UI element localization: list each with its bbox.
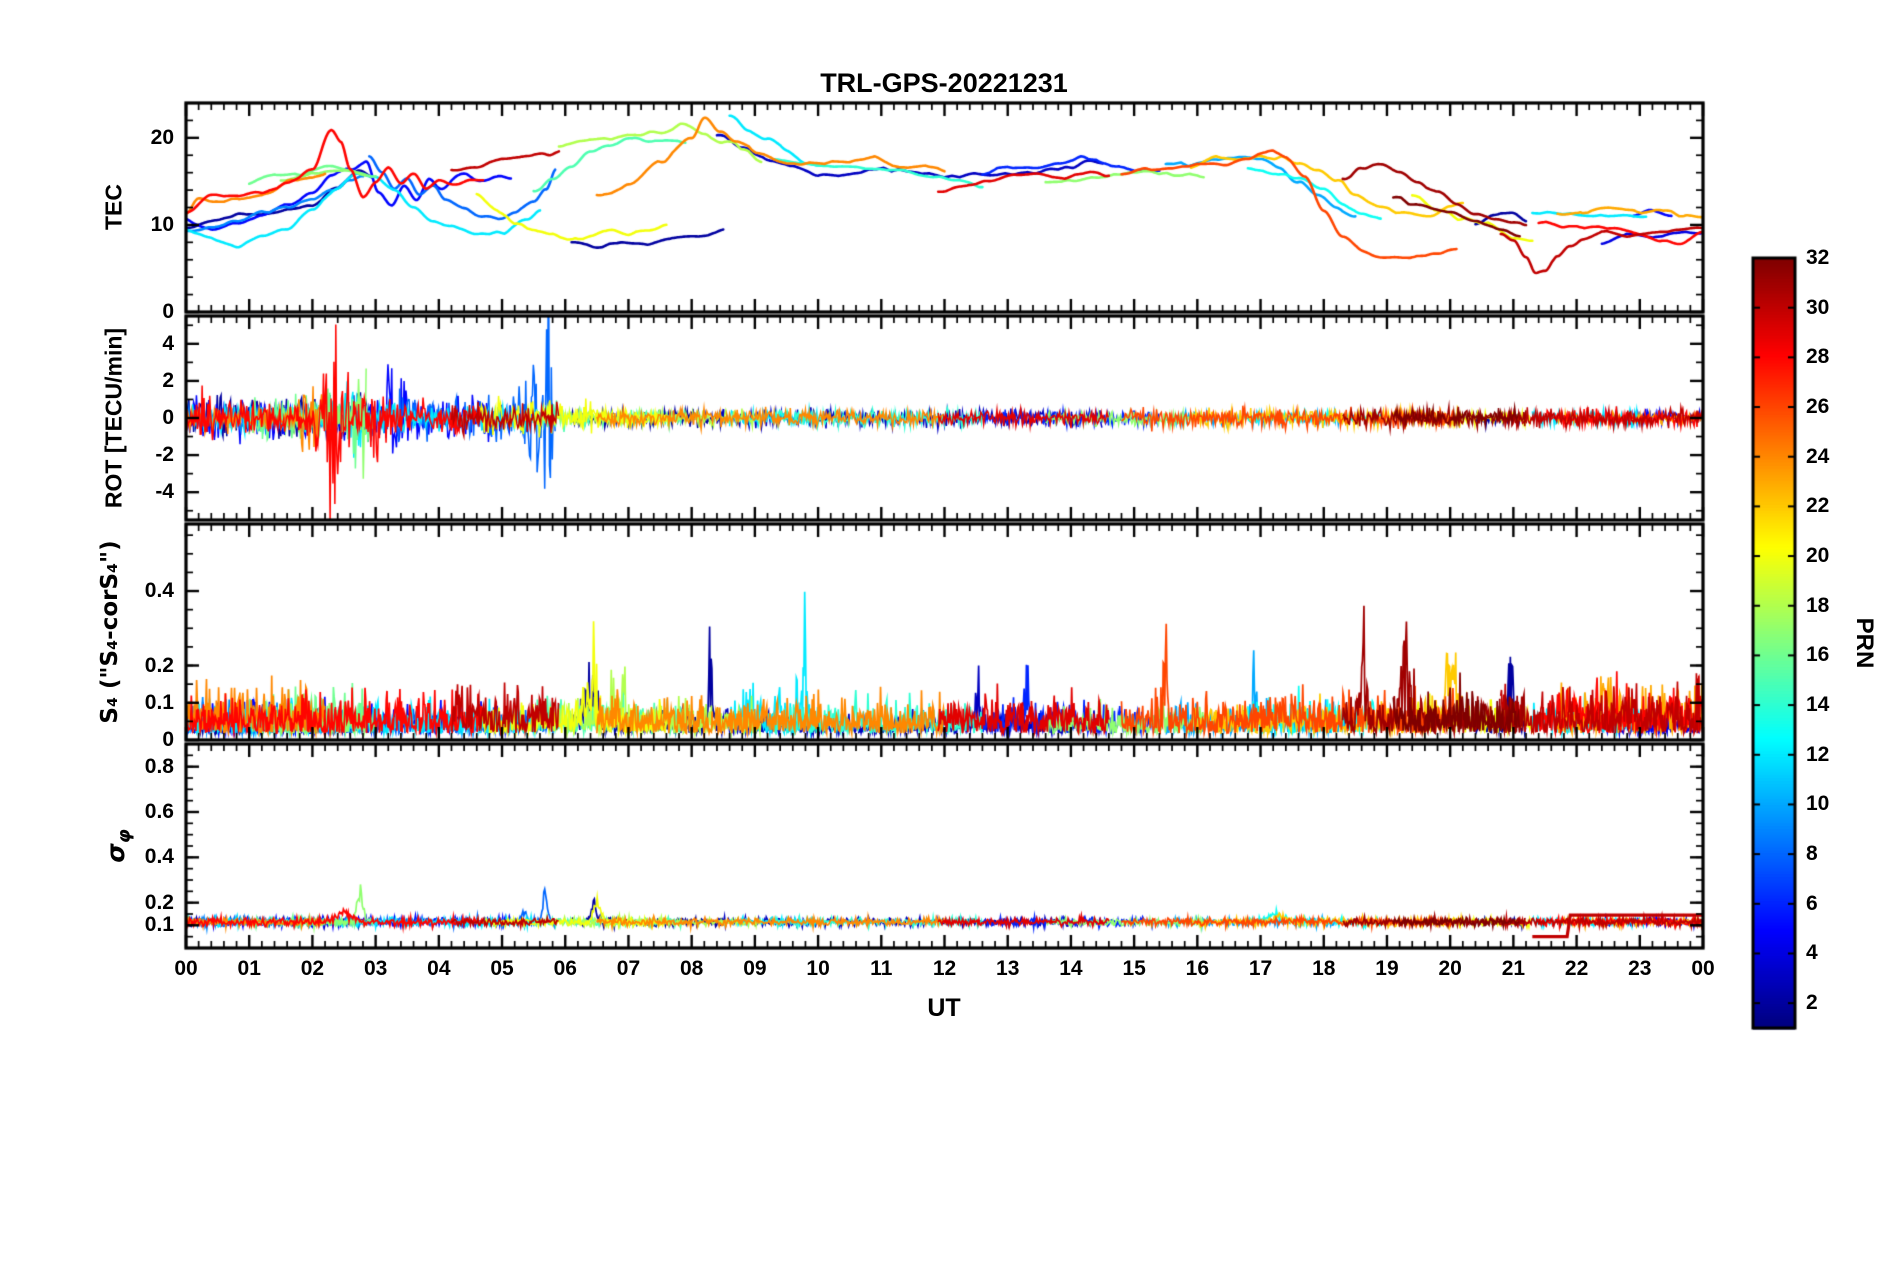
plot-canvas xyxy=(0,0,1902,1272)
figure: TRL-GPS-20221231 UT TEC ROT [TECU/min] S… xyxy=(0,0,1902,1272)
